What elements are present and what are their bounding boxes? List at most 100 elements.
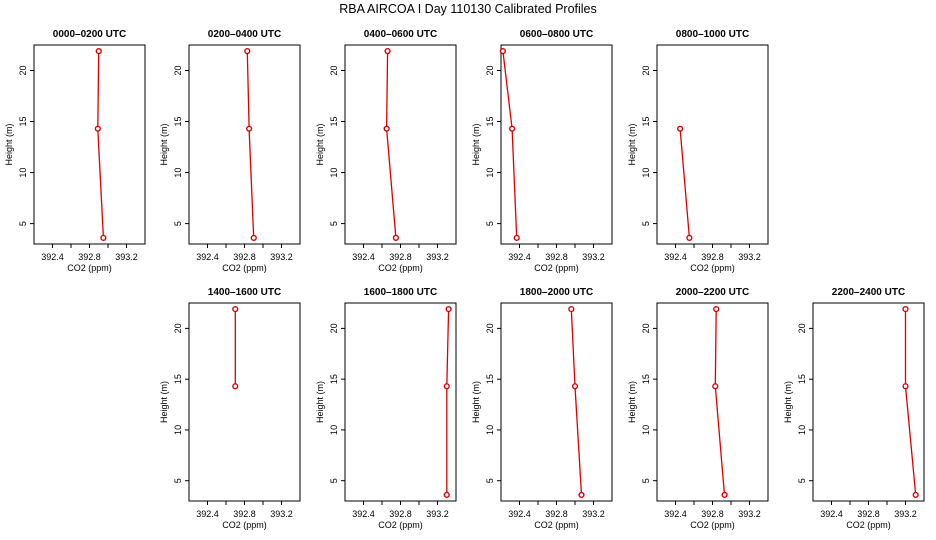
data-point — [499, 48, 506, 55]
x-tick-label: 393.2 — [426, 509, 449, 519]
series-line — [714, 309, 726, 495]
x-axis-label: CO2 (ppm) — [534, 263, 579, 273]
x-tick-label: 392.4 — [820, 509, 843, 519]
y-tick-label: 10 — [485, 425, 495, 435]
y-tick-label: 5 — [641, 221, 651, 226]
y-tick-label: 5 — [485, 221, 495, 226]
x-tick-label: 392.8 — [233, 509, 256, 519]
x-tick-label: 392.4 — [196, 252, 219, 262]
y-axis-label: Height (m) — [627, 381, 637, 423]
data-point — [392, 234, 399, 241]
plot-frame — [33, 44, 146, 245]
y-axis-label: Height (m) — [4, 123, 14, 165]
plot-frame — [500, 302, 613, 502]
y-tick-label: 10 — [485, 168, 495, 178]
y-tick-label: 5 — [173, 221, 183, 226]
x-tick-label: 392.4 — [664, 252, 687, 262]
x-tick-label: 393.2 — [270, 509, 293, 519]
y-tick-label: 5 — [18, 221, 28, 226]
x-axis-label: CO2 (ppm) — [690, 263, 735, 273]
y-tick-label: 10 — [641, 425, 651, 435]
panel-6: 1600–1800 UTC 392.4 392.8 393.2 5 10 15 20 CO2 (… — [315, 287, 457, 530]
y-tick-label: 20 — [485, 323, 495, 333]
panel-1: 0200–0400 UTC 392.4 392.8 393.2 5 10 15 20 CO2 (… — [159, 29, 301, 273]
x-tick-label: 393.2 — [426, 252, 449, 262]
panel-title: 1800–2000 UTC — [520, 287, 593, 298]
panel-title: 0800–1000 UTC — [676, 29, 749, 40]
x-tick-label: 392.4 — [508, 509, 531, 519]
y-tick-label: 15 — [329, 117, 339, 127]
y-tick-label: 15 — [485, 117, 495, 127]
data-point — [902, 383, 909, 390]
y-tick-label: 20 — [641, 66, 651, 76]
y-tick-label: 20 — [173, 323, 183, 333]
y-axis-label: Height (m) — [159, 381, 169, 423]
x-tick-label: 392.8 — [701, 509, 724, 519]
data-point — [721, 491, 728, 499]
y-tick-label: 5 — [173, 478, 183, 483]
plot-frame — [344, 302, 457, 502]
data-point — [568, 305, 575, 313]
panel-8: 2000–2200 UTC 392.4 392.8 393.2 5 10 15 20 CO2 (… — [627, 287, 769, 530]
y-tick-label: 5 — [329, 478, 339, 483]
y-tick-label: 15 — [485, 374, 495, 384]
data-point — [443, 383, 450, 390]
x-tick-label: 392.8 — [233, 252, 256, 262]
panel-0: 0000–0200 UTC 392.4 392.8 393.2 5 10 15 20 CO2 (… — [4, 29, 146, 273]
y-tick-label: 15 — [641, 374, 651, 384]
x-tick-label: 393.2 — [582, 509, 605, 519]
panel-title: 2000–2200 UTC — [676, 287, 749, 298]
data-point — [912, 491, 919, 499]
panel-3: 0600–0800 UTC 392.4 392.8 393.2 5 10 15 20 CO2 (… — [471, 29, 613, 273]
y-tick-label: 5 — [485, 478, 495, 483]
y-tick-label: 15 — [173, 374, 183, 384]
y-tick-label: 10 — [18, 168, 28, 178]
y-tick-label: 5 — [329, 221, 339, 226]
panel-2: 0400–0600 UTC 392.4 392.8 393.2 5 10 15 20 CO2 (… — [315, 29, 457, 273]
x-tick-label: 392.4 — [508, 252, 531, 262]
x-axis-label: CO2 (ppm) — [846, 520, 891, 530]
series-line — [679, 128, 691, 238]
data-point — [443, 491, 450, 499]
y-axis-label: Height (m) — [471, 381, 481, 423]
data-point — [712, 383, 719, 390]
y-tick-label: 20 — [797, 323, 807, 333]
y-tick-label: 20 — [173, 66, 183, 76]
x-tick-label: 393.2 — [894, 509, 917, 519]
data-point — [686, 234, 693, 241]
data-point — [902, 305, 909, 313]
y-axis-label: Height (m) — [627, 123, 637, 165]
plot-frame — [500, 44, 613, 245]
panel-title: 0600–0800 UTC — [520, 29, 593, 40]
series-line — [570, 309, 583, 495]
y-axis-label: Height (m) — [315, 123, 325, 165]
data-point — [246, 125, 253, 132]
panel-title: 0400–0600 UTC — [364, 29, 437, 40]
x-axis-label: CO2 (ppm) — [222, 263, 267, 273]
y-axis-label: Height (m) — [159, 123, 169, 165]
series-line — [446, 309, 450, 495]
data-point — [571, 383, 579, 390]
y-tick-label: 10 — [329, 168, 339, 178]
data-point — [508, 125, 516, 132]
data-point — [513, 234, 520, 241]
y-tick-label: 20 — [485, 66, 495, 76]
plot-frame — [188, 302, 301, 502]
figure-title: RBA AIRCOA I Day 110130 Calibrated Profi… — [339, 2, 597, 16]
x-tick-label: 392.4 — [352, 509, 375, 519]
x-tick-label: 393.2 — [738, 509, 761, 519]
x-tick-label: 392.4 — [352, 252, 375, 262]
y-tick-label: 5 — [797, 478, 807, 483]
y-tick-label: 20 — [18, 66, 28, 76]
x-tick-label: 392.4 — [41, 252, 64, 262]
series-line — [246, 51, 255, 238]
x-tick-label: 392.8 — [545, 252, 568, 262]
x-tick-label: 392.4 — [196, 509, 219, 519]
x-axis-label: CO2 (ppm) — [534, 520, 579, 530]
data-point — [578, 491, 585, 499]
x-tick-label: 392.8 — [389, 509, 412, 519]
y-tick-label: 20 — [329, 66, 339, 76]
data-point — [384, 48, 391, 55]
data-point — [445, 305, 452, 313]
